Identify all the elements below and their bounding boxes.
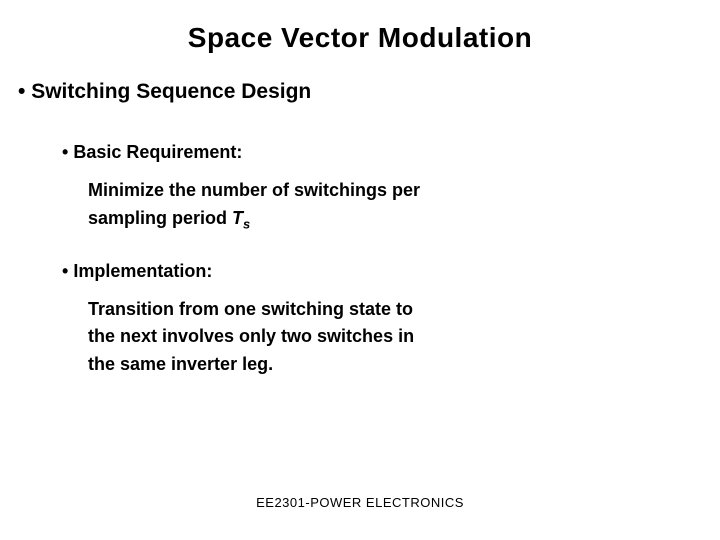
body-line: the next involves only two switches in <box>88 323 720 351</box>
slide-footer: EE2301-POWER ELECTRONICS <box>0 495 720 510</box>
subheading-text: Implementation: <box>73 261 212 281</box>
subheading-text: Basic Requirement: <box>73 142 242 162</box>
slide-title: Space Vector Modulation <box>0 22 720 54</box>
body-line: Transition from one switching state to <box>88 296 720 324</box>
subheading-implementation: • Implementation: <box>62 261 720 282</box>
subheading-basic-requirement: • Basic Requirement: <box>62 142 720 163</box>
bullet-icon: • <box>62 261 68 281</box>
implementation-body: Transition from one switching state to t… <box>88 296 720 380</box>
bullet-icon: • <box>18 80 25 103</box>
bullet-icon: • <box>62 142 68 162</box>
heading-text: Switching Sequence Design <box>31 80 311 103</box>
body-line: Minimize the number of switchings per <box>88 177 720 205</box>
variable-T: T <box>232 208 243 228</box>
body-line: sampling period Ts <box>88 205 720 235</box>
slide: Space Vector Modulation • Switching Sequ… <box>0 0 720 379</box>
body-line: the same inverter leg. <box>88 351 720 379</box>
heading-switching-sequence: • Switching Sequence Design <box>18 80 720 104</box>
basic-requirement-body: Minimize the number of switchings per sa… <box>88 177 720 235</box>
subscript-s: s <box>243 216 250 231</box>
body-text-fragment: sampling period <box>88 208 232 228</box>
